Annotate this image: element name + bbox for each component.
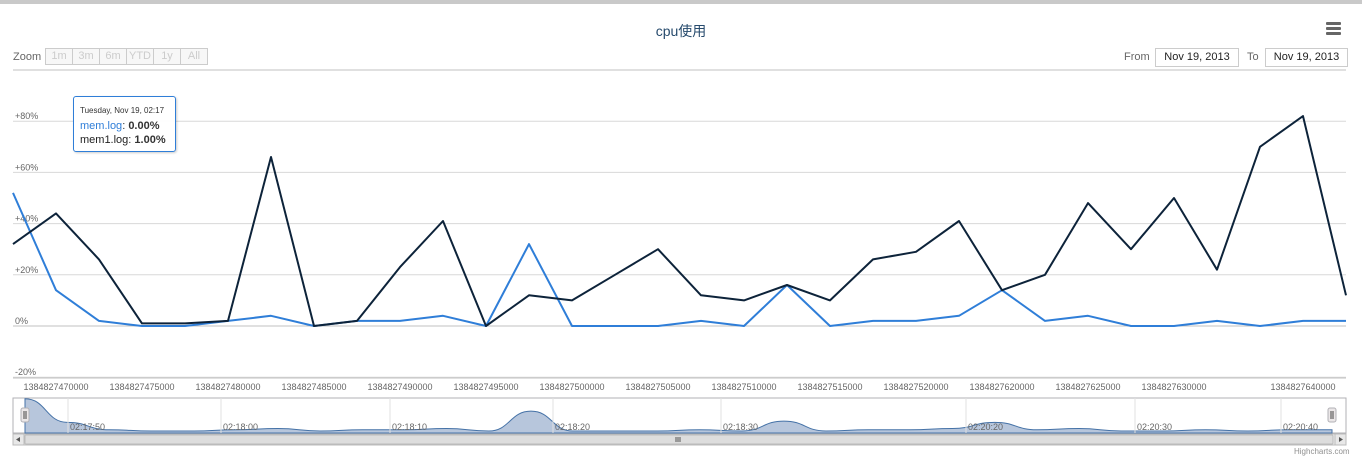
series-line-mem-log	[12, 192, 1346, 327]
range-from-label: From	[1124, 51, 1150, 63]
series-lines	[12, 115, 1347, 327]
scrollbar-thumb	[24, 434, 1334, 445]
y-tick-label: +20%	[15, 265, 38, 275]
navigator-frame	[12, 397, 1347, 434]
zoom-all-button[interactable]: All	[180, 48, 208, 65]
tooltip-series-value: 1.00%	[134, 134, 166, 146]
x-tick-label: 1384827500000	[539, 382, 604, 392]
navigator-time-label: 02:18:10	[392, 422, 427, 432]
navigator-right-handle	[1327, 407, 1337, 423]
chart-title: cpu使用	[655, 23, 707, 39]
y-axis-labels: -20% 0% +20% +40% +60% +80%	[15, 111, 38, 377]
x-tick-label: 1384827485000	[281, 382, 346, 392]
zoom-3m-button[interactable]: 3m	[72, 48, 100, 65]
range-from-input[interactable]: Nov 19, 2013	[1155, 48, 1239, 67]
navigator-time-label: 02:18:20	[555, 422, 590, 432]
navigator: 02:17:50 02:18:00 02:18:10 02:18:20 02:18:30…	[12, 397, 1347, 446]
arrow-right-icon	[1339, 437, 1343, 442]
x-tick-label: 1384827515000	[797, 382, 862, 392]
tooltip-row-mem-log: mem.log: 0.00%	[80, 120, 160, 132]
tooltip-series-name: mem.log	[80, 120, 123, 132]
x-tick-label: 1384827505000	[625, 382, 690, 392]
x-tick-label: 1384827475000	[109, 382, 174, 392]
navigator-time-label: 02:20:30	[1137, 422, 1172, 432]
x-tick-label: 1384827620000	[969, 382, 1034, 392]
navigator-area	[24, 398, 1333, 434]
tooltip-date: Tuesday, Nov 19, 02:17	[80, 106, 165, 115]
zoom-label: Zoom	[13, 51, 42, 63]
navigator-time-label: 02:17:50	[70, 422, 105, 432]
tooltip: Tuesday, Nov 19, 02:17 mem.log: 0.00% me…	[73, 96, 176, 152]
navigator-time-label: 02:18:30	[723, 422, 758, 432]
x-tick-label: 1384827630000	[1141, 382, 1206, 392]
x-tick-label: 1384827510000	[711, 382, 776, 392]
y-tick-label: 0%	[15, 316, 28, 326]
x-tick-label: 1384827625000	[1055, 382, 1120, 392]
zoom-1m-button[interactable]: 1m	[45, 48, 73, 65]
zoom-button-group: 1m 3m 6m YTD 1y All	[45, 48, 208, 65]
navigator-time-label: 02:20:20	[968, 422, 1003, 432]
x-tick-label: 1384827490000	[367, 382, 432, 392]
y-tick-label: +40%	[15, 214, 38, 224]
x-tick-label: 1384827495000	[453, 382, 518, 392]
x-tick-label: 1384827470000	[23, 382, 88, 392]
x-axis-labels: 1384827470000 1384827475000 1384827480000 1…	[23, 382, 1335, 392]
top-border	[0, 0, 1362, 4]
x-tick-label: 1384827640000	[1270, 382, 1335, 392]
tooltip-series-name: mem1.log	[80, 134, 129, 146]
arrow-left-icon	[16, 437, 20, 442]
tooltip-series-value: 0.00%	[128, 120, 160, 132]
tooltip-row-mem1-log: mem1.log: 1.00%	[80, 134, 166, 146]
x-tick-label: 1384827480000	[195, 382, 260, 392]
y-tick-label: +60%	[15, 162, 38, 172]
navigator-time-label: 02:18:00	[223, 422, 258, 432]
y-tick-label: -20%	[15, 367, 36, 377]
x-tick-label: 1384827520000	[883, 382, 948, 392]
credits-link[interactable]: Highcharts.com	[1294, 447, 1350, 456]
range-to-label: To	[1247, 51, 1259, 63]
range-to-input[interactable]: Nov 19, 2013	[1265, 48, 1348, 67]
y-tick-label: +80%	[15, 111, 38, 121]
series-line-mem1-log	[12, 115, 1347, 327]
grid-lines	[13, 69, 1346, 379]
navigator-left-handle	[20, 407, 30, 423]
context-menu-icon[interactable]	[1326, 22, 1346, 40]
navigator-time-label: 02:20:40	[1283, 422, 1318, 432]
zoom-ytd-button[interactable]: YTD	[126, 48, 154, 65]
